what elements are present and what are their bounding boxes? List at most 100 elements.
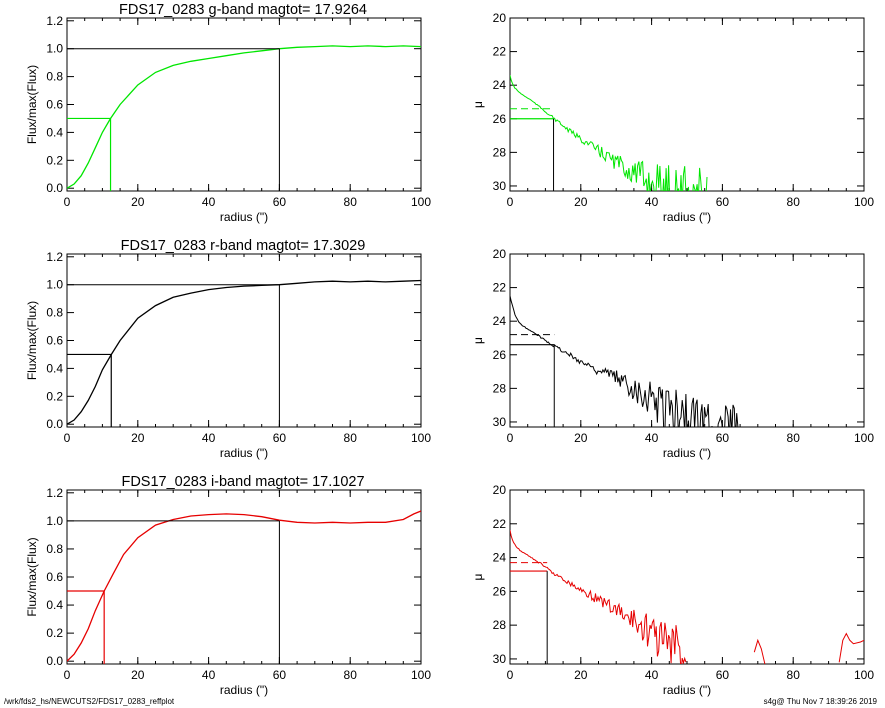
y-tick-label: 0.4 (46, 125, 63, 139)
y-tick-label: 1.2 (46, 250, 63, 264)
y-tick-label: 20 (493, 483, 507, 497)
x-tick-label: 80 (344, 431, 358, 445)
sb-profile-tail (753, 638, 766, 664)
x-tick-label: 100 (854, 668, 874, 682)
x-tick-label: 100 (411, 195, 431, 209)
plot-data (510, 295, 739, 427)
y-axis-label: μ (471, 573, 485, 580)
growth-curve (67, 279, 421, 425)
sb-profile (510, 530, 687, 664)
y-tick-label: 30 (493, 415, 507, 429)
x-tick-label: 40 (645, 668, 659, 682)
y-tick-label: 0.8 (46, 70, 63, 84)
y-tick-label: 28 (493, 381, 507, 395)
x-axis-label: radius (") (220, 446, 268, 460)
plot-data (67, 45, 421, 191)
y-tick-label: 26 (493, 348, 507, 362)
x-tick-label: 80 (344, 195, 358, 209)
y-tick-label: 30 (493, 179, 507, 193)
x-tick-label: 60 (716, 431, 730, 445)
y-tick-label: 0.0 (46, 654, 63, 668)
x-axis-label: radius (") (663, 683, 711, 697)
y-tick-label: 1.0 (46, 514, 63, 528)
y-tick-label: 1.0 (46, 278, 63, 292)
y-axis-label: Flux/max(Flux) (25, 65, 39, 144)
y-axis-label: μ (471, 337, 485, 344)
x-tick-label: 40 (202, 668, 216, 682)
chart-title: FDS17_0283 g-band magtot= 17.9264 (119, 2, 367, 18)
y-tick-label: 0.8 (46, 542, 63, 556)
plot-frame (509, 489, 865, 665)
plot-data (510, 75, 708, 191)
x-tick-label: 40 (645, 431, 659, 445)
x-tick-label: 20 (131, 668, 145, 682)
y-tick-label: 0.6 (46, 570, 63, 584)
x-tick-label: 40 (645, 195, 659, 209)
x-tick-label: 40 (202, 431, 216, 445)
y-tick-label: 1.2 (46, 486, 63, 500)
x-tick-label: 20 (131, 195, 145, 209)
y-tick-label: 0.6 (46, 98, 63, 112)
y-tick-label: 0.2 (46, 389, 63, 403)
y-tick-label: 28 (493, 618, 507, 632)
y-tick-label: 0.4 (46, 361, 63, 375)
sb-profile (510, 75, 708, 191)
x-tick-label: 40 (202, 195, 216, 209)
x-tick-label: 100 (411, 431, 431, 445)
x-tick-label: 60 (273, 431, 287, 445)
x-tick-label: 20 (574, 431, 588, 445)
y-tick-label: 28 (493, 145, 507, 159)
x-tick-label: 20 (574, 668, 588, 682)
y-tick-label: 1.2 (46, 14, 63, 28)
x-tick-label: 100 (854, 195, 874, 209)
x-tick-label: 60 (273, 668, 287, 682)
x-tick-label: 0 (507, 668, 514, 682)
x-tick-label: 100 (854, 431, 874, 445)
x-tick-label: 80 (787, 431, 801, 445)
x-axis-label: radius (") (663, 446, 711, 460)
x-tick-label: 100 (411, 668, 431, 682)
growth-curve (67, 510, 421, 662)
x-axis-label: radius (") (220, 683, 268, 697)
x-tick-label: 20 (131, 431, 145, 445)
plot-frame (509, 253, 865, 428)
plot-data (510, 530, 864, 664)
x-tick-label: 80 (344, 668, 358, 682)
chart-title: FDS17_0283 r-band magtot= 17.3029 (121, 238, 366, 254)
x-tick-label: 0 (64, 195, 71, 209)
y-tick-label: 22 (493, 517, 507, 531)
y-tick-label: 0.2 (46, 153, 63, 167)
y-axis-label: μ (471, 101, 485, 108)
x-tick-label: 0 (507, 431, 514, 445)
sb-profile-tail (838, 632, 864, 663)
growth-curve (67, 45, 421, 189)
x-tick-label: 80 (787, 195, 801, 209)
y-tick-label: 24 (493, 551, 507, 565)
x-tick-label: 20 (574, 195, 588, 209)
footer-timestamp: s4g@ Thu Nov 7 18:39:26 2019 (763, 697, 877, 706)
y-tick-label: 26 (493, 112, 507, 126)
y-tick-label: 22 (493, 281, 507, 295)
footer-path: /wrk/fds2_hs/NEWCUTS2/FDS17_0283_reffplo… (4, 697, 175, 706)
y-tick-label: 26 (493, 584, 507, 598)
chart-title: FDS17_0283 i-band magtot= 17.1027 (121, 474, 364, 490)
y-tick-label: 20 (493, 247, 507, 261)
x-tick-label: 60 (716, 195, 730, 209)
x-tick-label: 80 (787, 668, 801, 682)
y-tick-label: 0.2 (46, 626, 63, 640)
plot-frame (509, 17, 865, 192)
y-tick-label: 0.0 (46, 181, 63, 195)
y-tick-label: 24 (493, 314, 507, 328)
y-tick-label: 0.6 (46, 334, 63, 348)
y-tick-label: 30 (493, 652, 507, 666)
x-tick-label: 0 (507, 195, 514, 209)
y-tick-label: 22 (493, 45, 507, 59)
y-tick-label: 0.8 (46, 306, 63, 320)
plot-data (67, 279, 421, 427)
x-tick-label: 0 (64, 431, 71, 445)
x-axis-label: radius (") (220, 210, 268, 224)
y-axis-label: Flux/max(Flux) (25, 537, 39, 616)
x-axis-label: radius (") (663, 210, 711, 224)
y-tick-label: 0.0 (46, 417, 63, 431)
